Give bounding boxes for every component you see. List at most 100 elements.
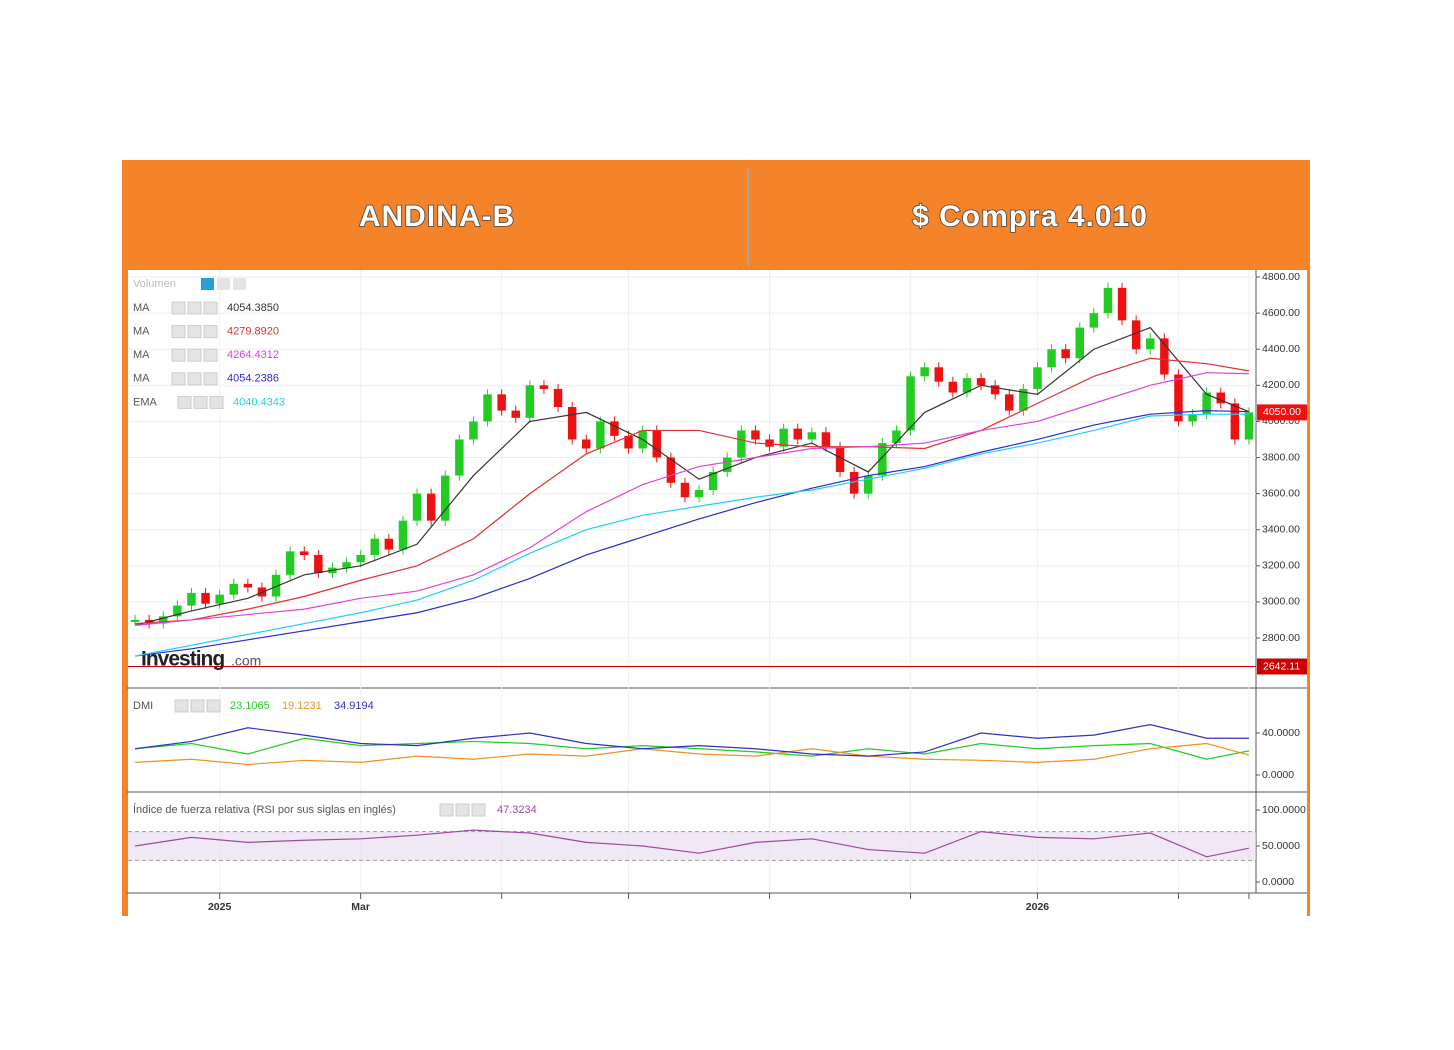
candle xyxy=(737,430,746,458)
legend-value: 4264.4312 xyxy=(227,349,279,361)
y-tick-label: 2800.00 xyxy=(1262,632,1300,644)
legend-icon xyxy=(201,278,214,290)
candle xyxy=(708,471,718,491)
series-line xyxy=(134,737,1250,760)
candle xyxy=(765,439,774,447)
legend-icon xyxy=(206,699,221,713)
x-tick-label: 2025 xyxy=(208,901,232,913)
candle xyxy=(821,432,831,447)
legend-name: MA xyxy=(133,373,150,385)
legend-name: MA xyxy=(133,326,150,338)
candle xyxy=(624,435,633,449)
legend-value: 23.1065 xyxy=(230,700,270,712)
legend-icon xyxy=(177,395,192,409)
series-line xyxy=(134,326,1250,626)
candle xyxy=(300,551,309,555)
candle xyxy=(1216,392,1225,404)
y-tick-label: 0.0000 xyxy=(1262,876,1294,888)
y-tick-label: 3600.00 xyxy=(1262,487,1300,499)
chart: 2800.00 3000.00 3200.00 3400.00 3600.00 3800.… xyxy=(127,270,1307,913)
legend-icon xyxy=(471,803,486,817)
legend-value: 47.3234 xyxy=(497,804,537,816)
candle xyxy=(1160,338,1169,375)
candle xyxy=(314,554,323,574)
series-line xyxy=(135,357,1250,625)
last-price-tag xyxy=(1257,404,1307,421)
legend-icon xyxy=(174,699,189,713)
legend-icon xyxy=(203,325,218,339)
candle xyxy=(976,378,986,386)
candle xyxy=(229,583,238,595)
candle xyxy=(1188,414,1197,422)
candle xyxy=(412,493,422,521)
candle xyxy=(525,385,535,418)
y-tick-label: 100.0000 xyxy=(1262,804,1306,816)
candle xyxy=(962,378,972,393)
y-tick-label: 4800.00 xyxy=(1262,271,1300,283)
y-tick-label: 3200.00 xyxy=(1262,560,1300,572)
candle xyxy=(130,619,140,622)
legend-value: 4040.4343 xyxy=(233,396,285,408)
candle xyxy=(1146,338,1155,350)
series-line xyxy=(135,742,1250,766)
legend-icon xyxy=(455,803,470,817)
candle xyxy=(1174,374,1183,422)
candle xyxy=(215,594,224,604)
candle xyxy=(398,520,408,550)
y-tick-label: 40.0000 xyxy=(1262,727,1300,739)
rsi-band xyxy=(128,831,1256,861)
legend-icon xyxy=(217,278,230,290)
candle xyxy=(849,471,859,494)
reference-tag xyxy=(1257,658,1307,675)
candle xyxy=(483,394,492,422)
candle xyxy=(356,554,365,563)
y-tick-label: 4600.00 xyxy=(1262,307,1300,319)
candle xyxy=(680,482,690,498)
right-border xyxy=(1307,270,1310,916)
series-line xyxy=(134,829,1250,858)
candle xyxy=(1075,327,1084,359)
x-tick-label: 2026 xyxy=(1026,901,1050,913)
legend-icon xyxy=(190,699,205,713)
candle xyxy=(285,551,295,575)
candle xyxy=(723,457,732,472)
candle xyxy=(1117,287,1127,321)
legend-value: 4054.3850 xyxy=(227,302,279,314)
candle xyxy=(455,439,464,476)
candle xyxy=(511,410,520,418)
series-line xyxy=(134,372,1249,626)
legend-icon xyxy=(209,395,224,409)
candle xyxy=(497,394,506,411)
legend-value: 34.9194 xyxy=(334,700,374,712)
candle xyxy=(666,457,676,483)
legend-icon xyxy=(193,395,208,409)
candle xyxy=(384,538,394,550)
candle xyxy=(948,381,958,393)
legend-name: EMA xyxy=(133,396,158,408)
series-line xyxy=(134,724,1249,757)
legend-icon xyxy=(439,803,454,817)
candle xyxy=(878,443,887,476)
y-tick-label: 4400.00 xyxy=(1262,343,1300,355)
logo: Investing xyxy=(141,648,224,671)
candle xyxy=(892,430,901,444)
pane-title: DMI xyxy=(133,700,153,712)
candle xyxy=(807,432,817,440)
candle xyxy=(835,446,845,472)
y-tick-label: 3000.00 xyxy=(1262,596,1300,608)
y-tick-label: 3800.00 xyxy=(1262,451,1300,463)
legend-name: MA xyxy=(133,302,150,314)
legend-name: MA xyxy=(133,349,150,361)
candle xyxy=(426,493,436,521)
candle xyxy=(1131,320,1141,350)
last-price-label: 4050.00 xyxy=(1263,406,1301,418)
candle xyxy=(243,583,253,588)
candle xyxy=(934,367,943,382)
candle xyxy=(342,562,351,568)
price-title: $ Compra 4.010 xyxy=(912,200,1148,233)
candle xyxy=(793,428,802,440)
candle xyxy=(1033,367,1042,389)
candle xyxy=(864,475,873,494)
y-tick-label: 50.0000 xyxy=(1262,840,1300,852)
